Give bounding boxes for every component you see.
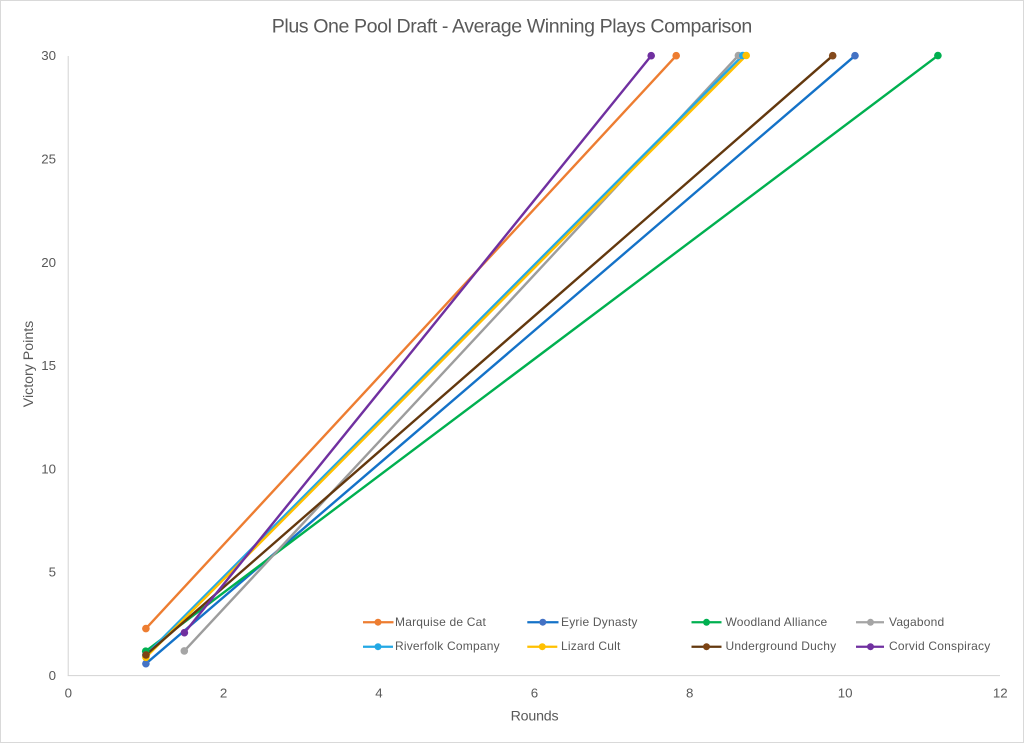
svg-text:15: 15: [41, 358, 56, 373]
svg-text:Riverfolk Company: Riverfolk Company: [395, 639, 500, 653]
svg-text:2: 2: [220, 686, 227, 701]
svg-text:4: 4: [375, 686, 382, 701]
svg-text:Eyrie Dynasty: Eyrie Dynasty: [561, 615, 638, 629]
svg-text:30: 30: [41, 48, 56, 63]
svg-text:0: 0: [49, 668, 56, 683]
svg-text:Victory Points: Victory Points: [21, 321, 37, 407]
svg-text:25: 25: [41, 152, 56, 167]
svg-text:20: 20: [41, 255, 56, 270]
svg-text:Underground Duchy: Underground Duchy: [726, 639, 837, 653]
svg-text:Lizard Cult: Lizard Cult: [561, 639, 621, 653]
svg-text:Marquise de Cat: Marquise de Cat: [395, 615, 487, 629]
svg-text:Rounds: Rounds: [511, 708, 559, 724]
svg-text:0: 0: [65, 686, 72, 701]
svg-text:6: 6: [531, 686, 538, 701]
svg-text:12: 12: [993, 686, 1008, 701]
svg-text:8: 8: [686, 686, 693, 701]
svg-text:Plus One Pool Draft - Average: Plus One Pool Draft - Average Winning Pl…: [272, 16, 752, 38]
svg-text:Corvid Conspiracy: Corvid Conspiracy: [889, 639, 990, 653]
svg-text:5: 5: [49, 565, 56, 580]
svg-text:Vagabond: Vagabond: [889, 615, 944, 629]
svg-text:10: 10: [838, 686, 853, 701]
svg-text:10: 10: [41, 461, 56, 476]
svg-text:Woodland Alliance: Woodland Alliance: [726, 615, 828, 629]
